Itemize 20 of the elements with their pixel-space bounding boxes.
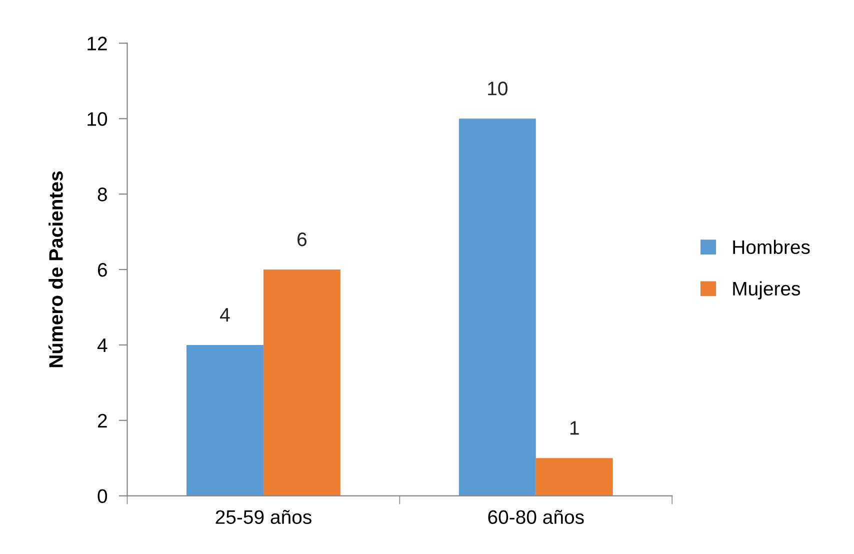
data-label: 6 — [298, 232, 306, 246]
data-label: 4 — [220, 308, 230, 322]
y-tick-label: 2 — [98, 414, 107, 428]
bar — [186, 344, 264, 496]
y-tick-label: 10 — [88, 112, 108, 126]
bar — [536, 458, 613, 496]
data-label: 1 — [570, 421, 579, 435]
y-tick-label: 12 — [88, 36, 107, 50]
data-label: 10 — [488, 82, 508, 96]
legend-label: Mujeres — [733, 281, 800, 300]
y-tick-label: 6 — [98, 262, 107, 277]
y-axis-title: Número de Pacientes — [48, 171, 63, 368]
bar — [263, 270, 340, 496]
legend-label: Hombres — [733, 240, 810, 254]
x-tick-label: 25-59 años — [216, 510, 312, 524]
y-tick-label: 4 — [97, 338, 108, 352]
bar — [458, 118, 536, 496]
y-tick-label: 0 — [98, 489, 108, 504]
x-tick-label: 60-80 años — [488, 510, 584, 524]
y-tick-label: 8 — [98, 188, 107, 202]
